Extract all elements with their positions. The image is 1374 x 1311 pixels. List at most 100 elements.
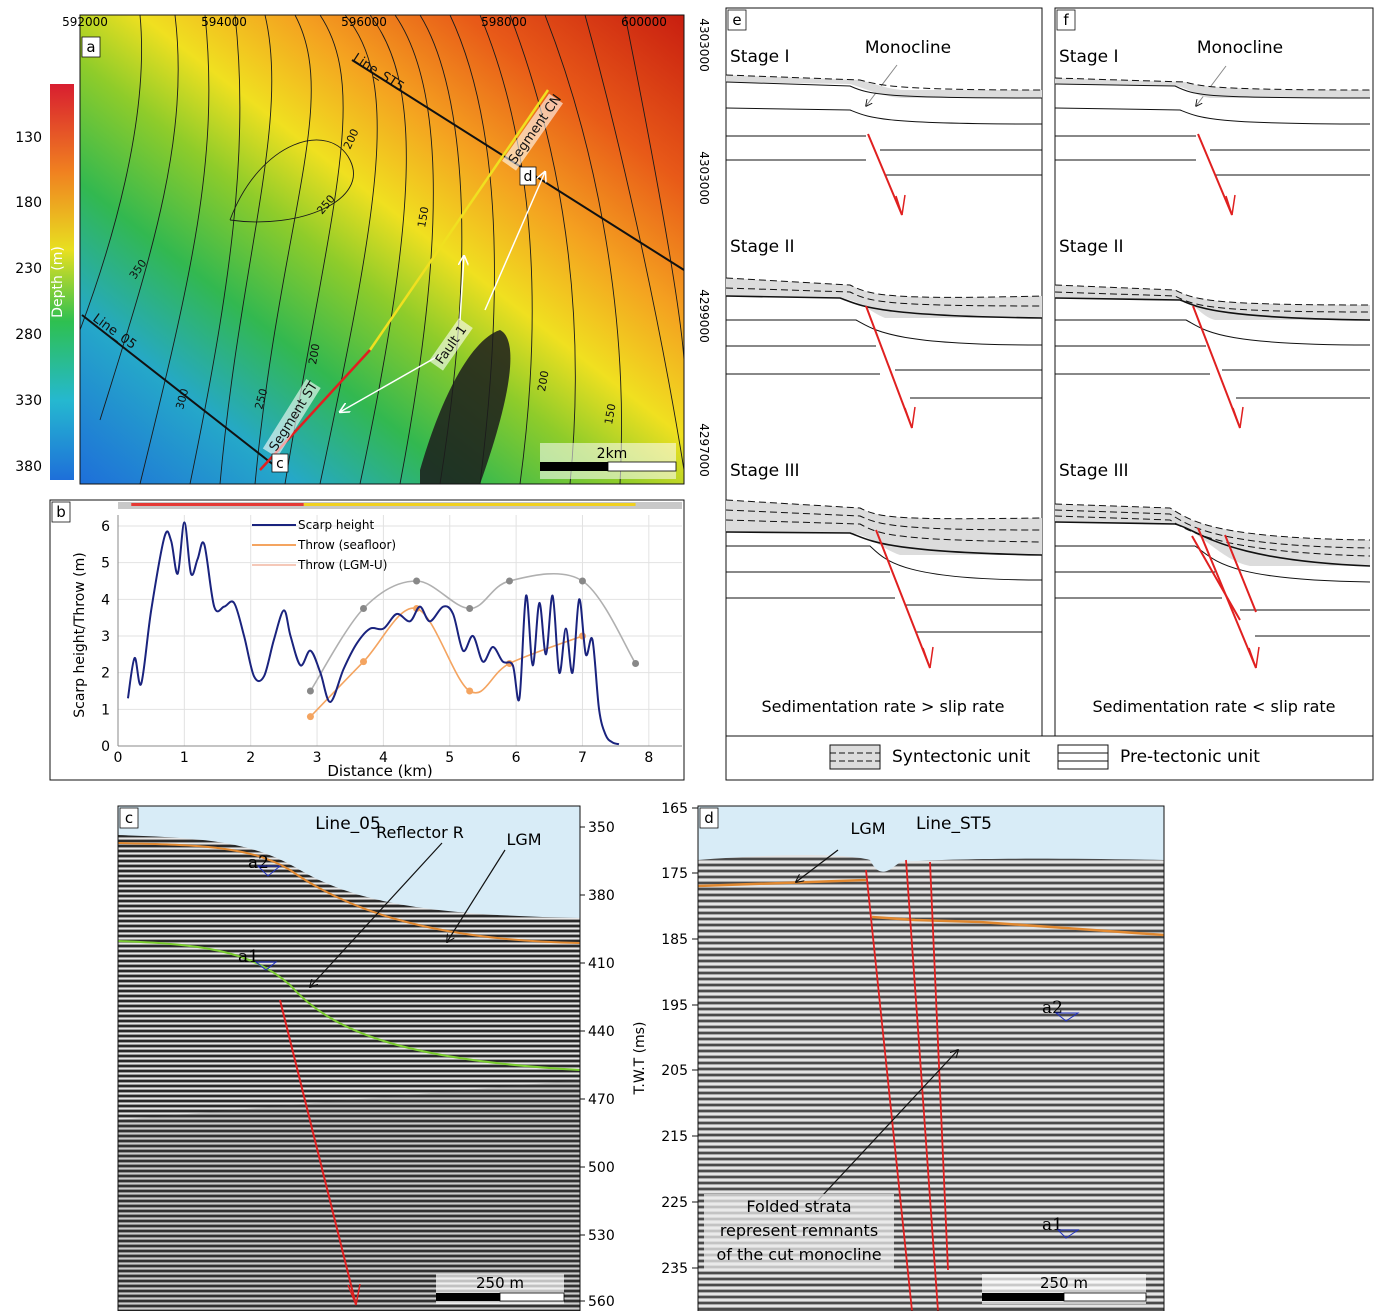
caption-sedimentation: Sedimentation rate < slip rate	[1092, 697, 1335, 716]
lgm-arrow	[796, 849, 839, 882]
map-x-tick: 598000	[481, 15, 527, 29]
series-line-scarp-height	[126, 521, 620, 746]
colorbar-tick: 380	[15, 459, 42, 475]
folded-strata-note: Folded strata	[746, 1197, 851, 1216]
fault-lines	[865, 859, 949, 1311]
fault-arrows	[340, 172, 545, 412]
panel-f-schematic: f Stage I Monocline Stage II	[1054, 7, 1374, 737]
label-c-marker: c	[276, 456, 284, 472]
panel-letter-d: d	[704, 809, 714, 827]
y-tick-label: 0	[101, 739, 110, 755]
data-point-throw-lgm-u	[632, 660, 640, 667]
data-point-throw-lgm-u	[505, 577, 513, 585]
plot-area	[118, 515, 682, 746]
twt-tick: 440	[588, 1024, 615, 1040]
label-d-marker: d	[524, 169, 533, 185]
twt-tick: 530	[588, 1228, 615, 1244]
depth-colorbar: Depth (m) 130 180 230 280 330 380	[15, 84, 74, 480]
chart-grid	[117, 515, 682, 747]
panel-c-seismic: c Line_05 Reflector R LGM a2 a1 250 m 35…	[117, 805, 648, 1311]
stage-label: Stage II	[730, 237, 795, 257]
seismic-scale-label: 250 m	[476, 1274, 524, 1292]
twt-tick: 205	[661, 1063, 688, 1079]
contour-label: 200	[306, 343, 322, 366]
twt-tick: 165	[661, 801, 688, 817]
caption-sedimentation: Sedimentation rate > slip rate	[761, 697, 1004, 716]
contour-label: 300	[173, 387, 191, 411]
folded-strata-note: of the cut monocline	[716, 1245, 881, 1264]
twt-tick: 560	[588, 1294, 615, 1310]
panel-c-title: Line_05	[315, 814, 381, 834]
stage-label: Stage I	[1059, 47, 1119, 67]
scale-bar-white	[607, 461, 677, 472]
x-tick-label: 0	[114, 750, 123, 766]
panel-a-map: Line_ST5 Line_05 Segment CN Segment ST F…	[62, 14, 711, 485]
chart-ticks: 0 1 2 3 4 5 6 7 8 0 1 2 3 4 5 6	[101, 515, 682, 766]
y-tick-label: 1	[101, 702, 110, 718]
stage-label: Stage III	[1059, 461, 1129, 481]
x-tick-label: 3	[313, 750, 322, 766]
panel-letter-e: e	[732, 11, 741, 29]
twt-tick: 195	[661, 998, 688, 1014]
legend-pretectonic: Pre-tectonic unit	[1120, 747, 1260, 767]
data-point-throw-lgm-u	[413, 577, 421, 585]
fault-line	[279, 999, 357, 1306]
lgm-horizon	[697, 878, 867, 888]
twt-tick: 235	[661, 1261, 688, 1277]
map-y-tick: 4297000	[697, 423, 711, 476]
reflector-arrow	[310, 842, 443, 987]
panel-letter-a: a	[86, 38, 95, 56]
x-tick-label: 6	[512, 750, 521, 766]
segment-bars	[131, 503, 636, 506]
map-scale-label: 2km	[597, 446, 628, 462]
unit-legend: Syntectonic unit Pre-tectonic unit	[725, 735, 1374, 781]
lgm-label: LGM	[506, 830, 541, 849]
pretectonic-swatch	[1057, 744, 1109, 770]
twt-tick: 350	[588, 820, 615, 836]
x-tick-label: 4	[379, 750, 388, 766]
map-x-tick: 592000	[62, 15, 108, 29]
twt-tick: 215	[661, 1129, 688, 1145]
legend-syntectonic: Syntectonic unit	[892, 747, 1031, 767]
contour-label: 150	[602, 403, 618, 426]
data-point-throw-lgm-u	[360, 605, 368, 612]
panel-d-title: Line_ST5	[916, 814, 992, 834]
legend-label-lgm: Throw (LGM-U)	[297, 558, 387, 572]
twt-axis-label: T.W.T (ms)	[632, 1022, 648, 1096]
map-y-tick: 4299000	[697, 289, 711, 342]
x-tick-label: 7	[578, 750, 587, 766]
lgm-label: LGM	[850, 819, 885, 838]
stage-label: Stage I	[730, 47, 790, 67]
map-y-tick: 4303000	[697, 18, 711, 71]
segment-cn-trace	[368, 89, 550, 351]
profile-line-05	[81, 314, 276, 467]
syntectonic-swatch	[829, 744, 881, 770]
colorbar-tick: 330	[15, 393, 42, 409]
stage-label: Stage III	[730, 461, 800, 481]
dem-map	[80, 15, 684, 484]
chart-y-label: Scarp height/Throw (m)	[72, 552, 88, 718]
lgm-horizon	[117, 842, 581, 944]
chart-legend: Scarp height Throw (seafloor) Throw (LGM…	[252, 518, 396, 572]
chart-series	[126, 521, 640, 746]
x-tick-label: 8	[644, 750, 653, 766]
a2-label: a2	[248, 853, 269, 873]
map-x-tick: 594000	[201, 15, 247, 29]
dark-scarp	[420, 330, 511, 484]
reflector-r-label: Reflector R	[376, 823, 464, 842]
twt-tick: 185	[661, 932, 688, 948]
contour-label: 200	[535, 370, 551, 393]
contour-label: 150	[415, 206, 431, 229]
syntectonic-fill	[726, 75, 1042, 98]
y-tick-label: 3	[101, 629, 110, 645]
reflector-r-horizon	[117, 940, 581, 1071]
data-point-throw-lgm-u	[466, 605, 474, 612]
data-point-throw-lgm-u	[578, 577, 586, 585]
monocline-arrow	[866, 64, 898, 106]
data-point-throw-seafloor	[306, 713, 314, 721]
twt-tick: 470	[588, 1092, 615, 1108]
monocline-label: Monocline	[865, 38, 951, 58]
y-tick-label: 5	[101, 556, 110, 572]
legend-label-scarp: Scarp height	[298, 518, 374, 532]
twt-tick: 225	[661, 1195, 688, 1211]
